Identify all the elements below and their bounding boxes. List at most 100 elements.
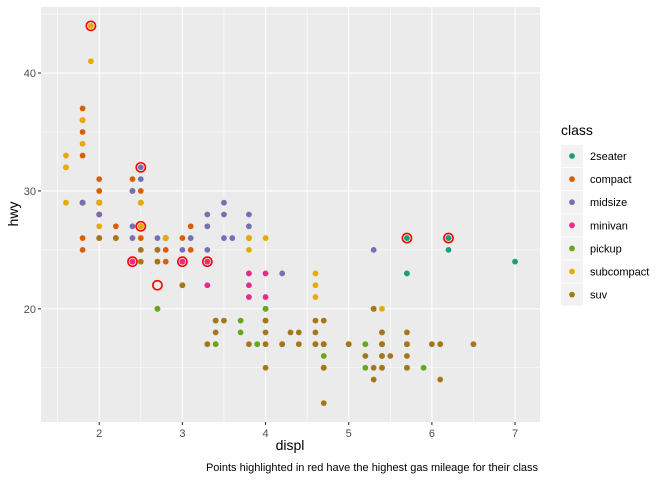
scatter-point-compact (187, 223, 194, 230)
scatter-point-subcompact (88, 22, 94, 29)
scatter-point-minivan (179, 258, 186, 265)
scatter-point-suv (370, 376, 377, 383)
scatter-point-midsize (137, 164, 144, 171)
scatter-point-suv (437, 376, 444, 383)
scatter-point-suv (379, 353, 385, 359)
scatter-point-compact (162, 246, 169, 253)
scatter-point-suv (404, 329, 410, 336)
scatter-point-suv (137, 258, 144, 265)
highlight-ring (135, 220, 147, 232)
scatter-point-minivan (262, 294, 269, 300)
scatter-point-midsize (79, 199, 86, 206)
y-tick-label: 30 (24, 186, 36, 198)
scatter-point-suv (154, 258, 161, 265)
scatter-point-suv (312, 329, 319, 336)
scatter-point-midsize (154, 235, 161, 241)
scatter-point-midsize (179, 246, 186, 253)
scatter-point-minivan (246, 282, 252, 289)
scatter-point-midsize (204, 211, 211, 218)
scatter-point-midsize (370, 246, 377, 253)
highlight-rings (85, 20, 454, 291)
scatter-point-subcompact (96, 223, 103, 230)
scatter-point-midsize (204, 246, 211, 253)
scatter-point-suv (154, 246, 161, 253)
scatter-point-midsize (229, 235, 236, 241)
scatter-point-subcompact (79, 117, 86, 124)
legend-title: class (561, 122, 593, 138)
scatter-point-minivan (246, 294, 252, 300)
legend-key-subcompact (569, 268, 575, 275)
x-axis-title: displ (276, 437, 305, 453)
scatter-point-subcompact (312, 282, 319, 289)
scatter-point-suv (96, 235, 103, 241)
scatter-point-midsize (129, 188, 136, 194)
plot-panel (41, 7, 540, 422)
legend-key-compact (569, 176, 575, 183)
scatter-point-pickup (212, 341, 219, 348)
major-gridlines (41, 7, 540, 422)
scatter-point-suv (320, 400, 327, 407)
scatter-point-minivan (204, 258, 211, 265)
y-axis-title: hwy (5, 202, 21, 227)
legend-key-suv (569, 291, 575, 298)
scatter-point-suv (370, 364, 377, 371)
highlight-ring (127, 256, 138, 268)
highlight-ring (135, 161, 147, 173)
legend-label-suv: suv (590, 290, 608, 302)
scatter-point-compact (79, 235, 86, 241)
scatter-point-suv (387, 353, 394, 359)
scatter-point-compact (96, 188, 103, 194)
scatter-point-suv (262, 341, 269, 348)
scatter-point-pickup (237, 329, 244, 336)
scatter-point-suv (204, 341, 211, 348)
scatter-point-midsize (246, 223, 252, 230)
scatter-point-subcompact (63, 152, 69, 159)
x-tick-label: 6 (429, 428, 435, 440)
scatter-point-compact (162, 258, 169, 265)
legend-label-pickup: pickup (590, 243, 622, 255)
scatter-point-suv (262, 329, 269, 336)
legend-key-midsize (569, 199, 575, 206)
x-tick-label: 3 (179, 428, 185, 440)
scatter-point-midsize (204, 223, 211, 230)
y-tick-label: 20 (24, 304, 36, 316)
scatter-point-subcompact (246, 235, 252, 241)
x-tick-label: 2 (96, 428, 102, 440)
scatter-point-pickup (237, 317, 244, 324)
highlight-ring (176, 256, 188, 268)
scatter-point-subcompact (312, 294, 319, 300)
scatter-point-compact (179, 235, 186, 241)
scatter-point-subcompact (262, 235, 269, 241)
legend-label-midsize: midsize (590, 197, 627, 209)
scatter-point-compact (79, 246, 86, 253)
highlight-ring (401, 232, 413, 244)
scatter-point-midsize (137, 176, 144, 183)
scatter-point-suv (404, 353, 410, 359)
scatter-point-midsize (96, 211, 103, 218)
highlight-ring (85, 20, 97, 32)
scatter-point-midsize (221, 235, 227, 241)
legend-label-subcompact: subcompact (590, 267, 649, 279)
scatter-point-suv (345, 341, 352, 348)
scatter-point-minivan (204, 282, 211, 289)
x-tick-label: 7 (512, 428, 518, 440)
scatter-point-suv (112, 235, 119, 241)
scatter-point-2seater (445, 235, 452, 241)
scatter-point-midsize (129, 235, 136, 241)
scatter-point-suv (179, 282, 186, 289)
scatter-point-2seater (404, 270, 410, 277)
minor-gridlines (41, 7, 540, 422)
scatter-point-suv (295, 341, 302, 348)
scatter-point-suv (404, 341, 410, 348)
scatter-point-suv (287, 329, 294, 336)
scatter-point-suv (437, 341, 444, 348)
scatter-point-suv (295, 329, 302, 336)
scatter-point-2seater (445, 246, 452, 253)
scatter-point-suv (379, 329, 385, 336)
scatter-point-pickup (254, 341, 261, 348)
scatter-point-pickup (320, 353, 327, 359)
scatter-point-suv (212, 329, 219, 336)
legend-label-compact: compact (590, 174, 632, 186)
legend-key-minivan (569, 222, 575, 229)
